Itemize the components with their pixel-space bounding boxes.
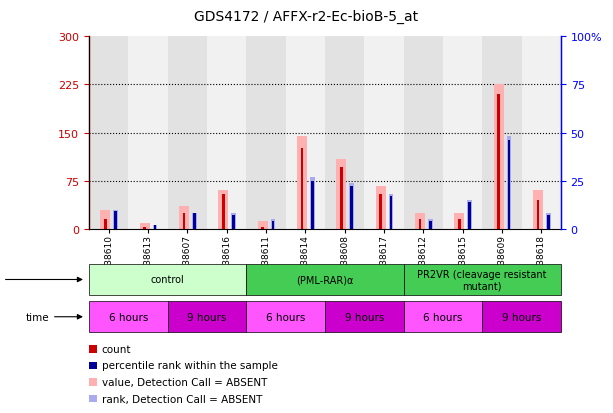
Bar — [467, 200, 472, 229]
Bar — [192, 214, 197, 229]
Text: genotype/variation: genotype/variation — [0, 275, 82, 285]
Bar — [153, 225, 158, 229]
Bar — [350, 187, 353, 229]
Text: 6 hours: 6 hours — [109, 312, 148, 322]
Bar — [270, 220, 275, 229]
Bar — [497, 95, 500, 229]
Text: value, Detection Call = ABSENT: value, Detection Call = ABSENT — [102, 377, 267, 387]
Bar — [128, 37, 167, 229]
Bar — [179, 206, 189, 229]
Bar — [340, 168, 343, 229]
Bar — [379, 195, 382, 229]
Bar — [89, 37, 128, 229]
Bar — [104, 220, 107, 229]
Bar — [101, 210, 110, 229]
Bar — [454, 214, 464, 229]
Bar — [140, 223, 150, 229]
Bar — [301, 149, 303, 229]
Bar — [325, 37, 364, 229]
Bar — [167, 37, 207, 229]
Bar — [419, 220, 422, 229]
Text: 6 hours: 6 hours — [266, 312, 305, 322]
Bar — [286, 37, 325, 229]
Bar — [364, 37, 403, 229]
Bar — [222, 195, 225, 229]
Bar — [207, 37, 246, 229]
Bar — [311, 181, 314, 229]
Bar — [154, 225, 156, 229]
Text: percentile rank within the sample: percentile rank within the sample — [102, 361, 278, 370]
Bar — [349, 183, 354, 229]
Bar — [272, 221, 275, 229]
Bar — [508, 141, 511, 229]
Bar — [143, 227, 146, 229]
Bar — [389, 195, 394, 229]
Bar — [261, 227, 264, 229]
Bar — [522, 37, 561, 229]
Text: GDS4172 / AFFX-r2-Ec-bioB-5_at: GDS4172 / AFFX-r2-Ec-bioB-5_at — [194, 10, 419, 24]
Bar — [547, 216, 550, 229]
Text: 9 hours: 9 hours — [187, 312, 227, 322]
Bar — [376, 187, 386, 229]
Text: PR2VR (cleavage resistant
mutant): PR2VR (cleavage resistant mutant) — [417, 269, 547, 291]
Text: 6 hours: 6 hours — [423, 312, 463, 322]
Bar — [458, 220, 461, 229]
Bar — [533, 191, 543, 229]
Text: time: time — [25, 312, 82, 322]
Bar — [468, 202, 471, 229]
Bar — [482, 37, 522, 229]
Bar — [297, 137, 307, 229]
Bar — [429, 221, 432, 229]
Bar — [537, 200, 539, 229]
Bar — [246, 37, 286, 229]
Bar — [113, 210, 118, 229]
Bar — [443, 37, 482, 229]
Bar — [310, 177, 314, 229]
Bar — [390, 197, 392, 229]
Bar — [506, 137, 511, 229]
Bar — [546, 214, 550, 229]
Bar — [494, 85, 504, 229]
Bar — [231, 214, 236, 229]
Text: (PML-RAR)α: (PML-RAR)α — [296, 275, 354, 285]
Text: count: count — [102, 344, 131, 354]
Bar — [232, 216, 235, 229]
Bar — [183, 214, 186, 229]
Bar — [218, 191, 228, 229]
Text: control: control — [151, 275, 185, 285]
Bar — [337, 160, 346, 229]
Bar — [114, 212, 117, 229]
Bar — [403, 37, 443, 229]
Text: 9 hours: 9 hours — [502, 312, 541, 322]
Bar — [415, 214, 425, 229]
Bar — [258, 221, 268, 229]
Bar — [428, 220, 433, 229]
Text: 9 hours: 9 hours — [345, 312, 384, 322]
Bar — [193, 214, 196, 229]
Text: rank, Detection Call = ABSENT: rank, Detection Call = ABSENT — [102, 394, 262, 404]
